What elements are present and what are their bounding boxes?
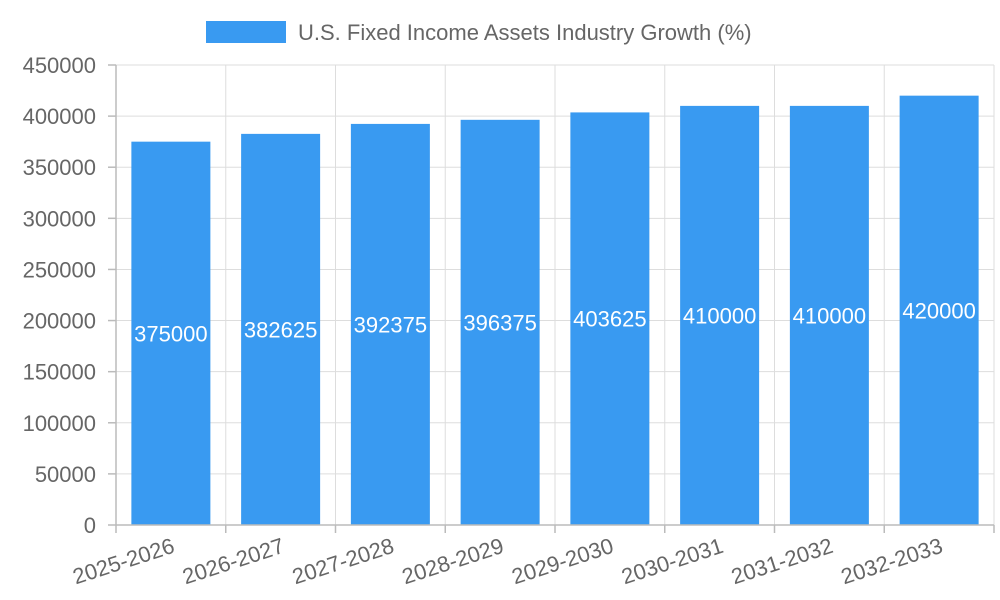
data-label: 420000 — [902, 298, 975, 323]
data-label: 382625 — [244, 317, 317, 342]
x-tick-label: 2025-2026 — [70, 533, 178, 589]
y-tick-label: 50000 — [35, 462, 96, 487]
data-label: 410000 — [793, 303, 866, 328]
legend[interactable]: U.S. Fixed Income Assets Industry Growth… — [206, 20, 752, 45]
bar-2031-2032[interactable] — [789, 105, 869, 525]
y-tick-label: 200000 — [23, 309, 96, 334]
y-tick-label: 300000 — [23, 206, 96, 231]
y-tick-label: 450000 — [23, 53, 96, 78]
y-tick-label: 100000 — [23, 411, 96, 436]
bars-layer: 375000 382625 392375 396375 403625 410000 4100… — [131, 95, 979, 526]
data-label: 396375 — [463, 310, 536, 335]
y-tick-label: 350000 — [23, 155, 96, 180]
data-label: 375000 — [134, 321, 207, 346]
bar-2029-2030[interactable] — [570, 112, 650, 526]
y-tick-label: 250000 — [23, 257, 96, 282]
bar-2026-2027[interactable] — [241, 133, 321, 525]
x-tick-label: 2032-2033 — [838, 533, 946, 589]
data-label: 410000 — [683, 303, 756, 328]
x-tick-label: 2028-2029 — [399, 533, 507, 589]
x-tick-label: 2031-2032 — [728, 533, 836, 589]
bar-2028-2029[interactable] — [460, 119, 540, 526]
y-tick-label: 150000 — [23, 360, 96, 385]
legend-label[interactable]: U.S. Fixed Income Assets Industry Growth… — [298, 20, 752, 45]
x-tick-label: 2026-2027 — [179, 533, 287, 589]
bar-2025-2026[interactable] — [131, 141, 211, 525]
bar-2030-2031[interactable] — [680, 105, 760, 525]
data-label: 392375 — [354, 312, 427, 337]
legend-swatch[interactable] — [206, 21, 286, 43]
x-tick-label: 2029-2030 — [509, 533, 617, 589]
bar-2032-2033[interactable] — [899, 95, 979, 526]
x-tick-label: 2030-2031 — [618, 533, 726, 589]
y-tick-label: 0 — [84, 513, 96, 538]
y-tick-label: 400000 — [23, 104, 96, 129]
bar-2027-2028[interactable] — [350, 123, 430, 526]
x-tick-label: 2027-2028 — [289, 533, 397, 589]
data-label: 403625 — [573, 307, 646, 332]
